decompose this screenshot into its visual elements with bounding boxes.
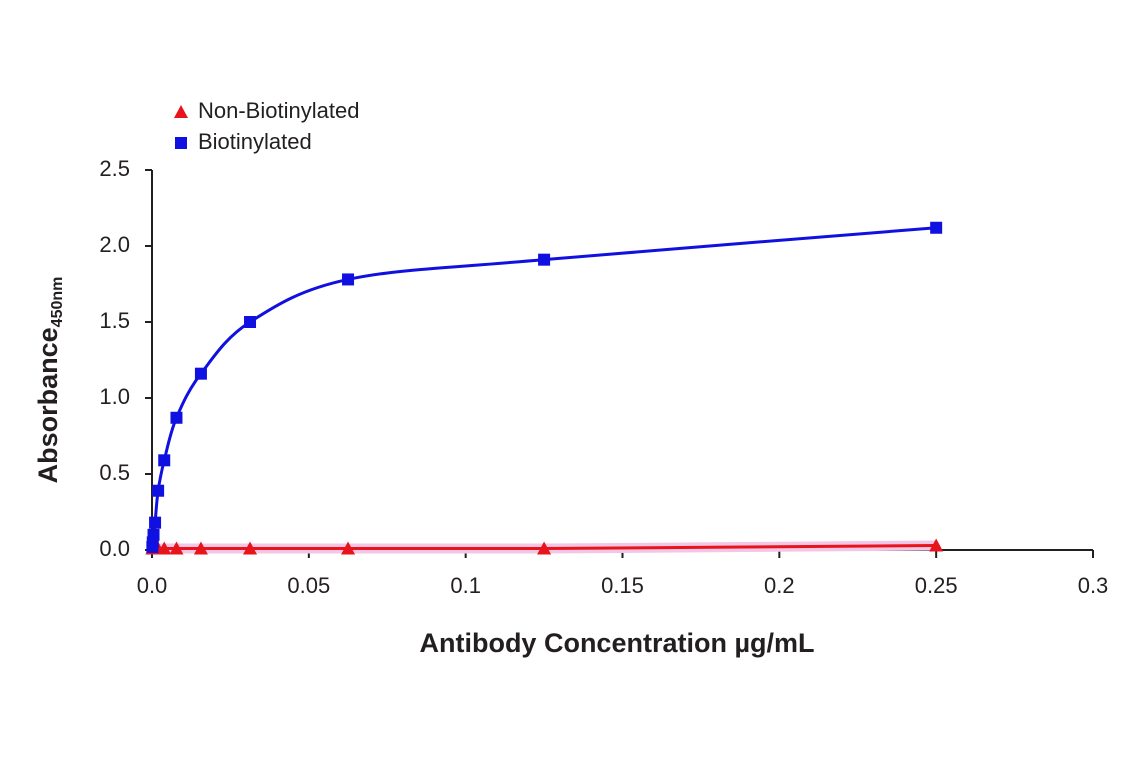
x-tick-label: 0.3 [1078, 573, 1109, 598]
x-tick-label: 0.2 [764, 573, 795, 598]
data-point [169, 541, 184, 555]
y-axis-label-sub: 450nm [49, 277, 66, 328]
y-tick-label: 2.0 [99, 232, 130, 257]
data-point [147, 528, 160, 541]
y-tick-label: 0.0 [99, 536, 130, 561]
y-tick-label: 2.5 [99, 156, 130, 181]
x-tick-label: 0.1 [450, 573, 481, 598]
data-point [537, 541, 552, 555]
data-point [194, 367, 207, 380]
data-point [243, 541, 258, 555]
data-point [193, 541, 208, 555]
data-point [158, 454, 171, 467]
data-point [342, 273, 355, 286]
data-point [341, 541, 356, 555]
x-tick-label: 0.0 [137, 573, 168, 598]
series-line [150, 226, 937, 548]
y-tick-label: 1.5 [99, 308, 130, 333]
data-point [157, 541, 172, 555]
x-tick-label: 0.15 [601, 573, 644, 598]
y-axis-label-main: Absorbance [33, 327, 63, 483]
legend-marker [175, 137, 187, 149]
data-point [149, 516, 162, 529]
legend-marker [174, 105, 188, 118]
y-tick-label: 0.5 [99, 460, 130, 485]
x-tick-label: 0.25 [915, 573, 958, 598]
data-point [929, 538, 944, 552]
x-axis-label: Antibody Concentration µg/mL [419, 628, 814, 658]
x-tick-label: 0.05 [287, 573, 330, 598]
data-point [152, 484, 165, 497]
legend-label: Non-Biotinylated [198, 98, 359, 123]
data-point [930, 221, 943, 234]
y-tick-label: 1.0 [99, 384, 130, 409]
data-point [170, 411, 183, 424]
data-point [538, 253, 551, 266]
legend-label: Biotinylated [198, 129, 312, 154]
data-point [244, 316, 257, 328]
y-axis-label: Absorbance450nm [33, 277, 66, 484]
